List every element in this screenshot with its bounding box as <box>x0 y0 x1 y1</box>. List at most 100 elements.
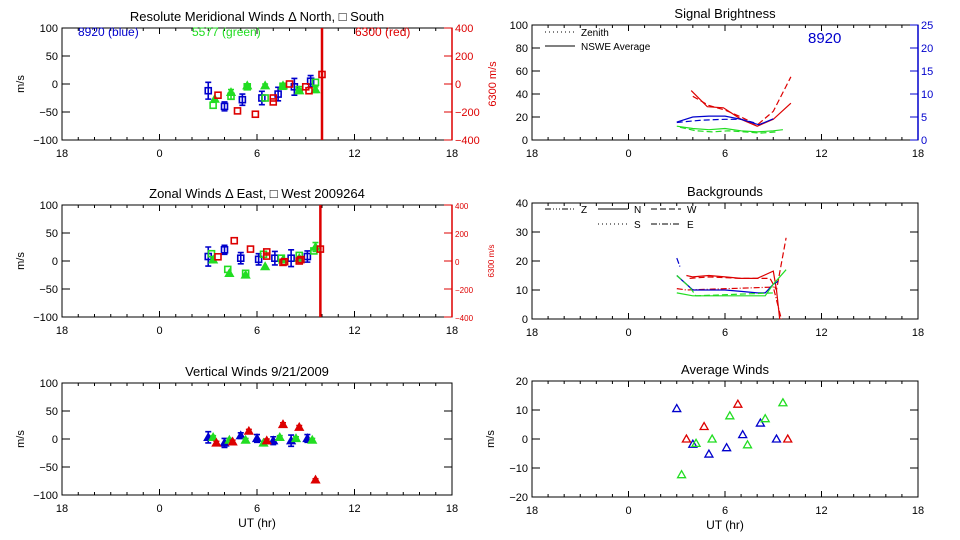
y-tick-label: 80 <box>516 43 528 55</box>
x-axis-label: UT (hr) <box>706 518 744 532</box>
error-bar <box>288 249 295 268</box>
data-point-triangle <box>240 434 251 444</box>
x-tick-label: 18 <box>526 505 538 517</box>
series-line <box>686 270 781 320</box>
right-y-tick-label: 25 <box>921 20 933 32</box>
x-tick-label: 12 <box>348 503 360 515</box>
data-point-square <box>238 95 247 104</box>
right-y-tick-label: 200 <box>455 230 469 239</box>
data-point-square <box>269 94 278 102</box>
y-tick-label: 0 <box>52 79 58 91</box>
data-point-triangle <box>307 434 318 444</box>
data-point-triangle <box>703 448 715 458</box>
right-axis-label: 6300 m/s <box>487 245 496 278</box>
data-point-square <box>261 94 269 102</box>
x-tick-label: 0 <box>156 325 162 337</box>
right-y-tick-label: −400 <box>455 314 474 323</box>
x-tick-label: 6 <box>722 505 728 517</box>
data-point-square <box>233 107 242 115</box>
data-point-square <box>254 255 263 264</box>
series-6300-NSWE <box>690 90 792 127</box>
chart-title: Vertical Winds 9/21/2009 <box>185 364 329 379</box>
legend-label-n: N <box>634 205 641 216</box>
data-point-square <box>297 255 305 264</box>
annotation-label: 5577 (green) <box>192 25 261 39</box>
series-5577-NSWE <box>676 125 783 133</box>
data-point-triangle <box>208 432 219 441</box>
x-tick-label: 0 <box>156 148 162 160</box>
data-point-triangle <box>251 433 263 443</box>
data-point-triangle <box>737 429 748 439</box>
y-axis-label: m/s <box>15 252 27 270</box>
data-point-square <box>305 86 313 95</box>
series-6300-zenith <box>692 76 792 126</box>
y-tick-label: −100 <box>33 490 58 502</box>
y-tick-label: 0 <box>522 314 528 326</box>
x-tick-label: 18 <box>446 148 458 160</box>
plot-frame <box>531 202 919 320</box>
y-tick-label: 0 <box>522 135 528 147</box>
plot-frame <box>61 27 453 141</box>
series-8920-zenith <box>676 118 758 124</box>
data-point-triangle <box>274 432 285 441</box>
legend-label-s: S <box>634 220 641 231</box>
y-tick-label: 50 <box>46 228 58 240</box>
data-point-triangle <box>687 438 698 448</box>
x-tick-label: 0 <box>625 148 631 160</box>
data-point-square <box>214 253 222 261</box>
x-tick-label: 18 <box>912 505 924 517</box>
y-tick-label: −50 <box>39 462 58 474</box>
annotation-label: 8920 (blue) <box>78 25 139 39</box>
x-tick-label: 12 <box>815 148 827 160</box>
y-tick-label: 100 <box>510 20 528 32</box>
x-tick-label: 18 <box>526 148 538 160</box>
x-tick-label: 18 <box>446 503 458 515</box>
series-6300-N <box>686 270 781 320</box>
y-axis-label: m/s <box>15 75 27 93</box>
right-y-tick-label: 20 <box>921 43 933 55</box>
y-tick-label: −10 <box>509 463 528 475</box>
x-tick-label: 0 <box>625 327 631 339</box>
data-point-square <box>230 236 239 245</box>
data-point-square <box>220 246 229 254</box>
data-point-triangle <box>243 425 254 435</box>
y-tick-label: 50 <box>46 406 58 418</box>
y-tick-label: 20 <box>516 256 528 268</box>
series-line <box>689 237 787 292</box>
data-point-triangle <box>742 439 753 449</box>
series-6300-E <box>676 286 782 320</box>
x-tick-label: 6 <box>254 325 260 337</box>
data-point-triangle <box>261 435 272 445</box>
data-point-triangle <box>777 397 789 407</box>
right-y-tick-label: 200 <box>455 51 473 63</box>
x-tick-label: 18 <box>446 325 458 337</box>
data-point-square <box>295 257 304 265</box>
legend-label-nswe-average: NSWE Average <box>581 42 651 53</box>
series-6300 <box>214 70 326 119</box>
series-6300 <box>211 419 321 484</box>
series-line <box>676 125 783 133</box>
chart-title: Signal Brightness <box>674 6 776 21</box>
series-line <box>676 275 774 297</box>
series-6300-W <box>689 237 787 292</box>
y-tick-label: 50 <box>46 51 58 63</box>
y-tick-label: 0 <box>522 434 528 446</box>
right-y-tick-label: 0 <box>455 258 460 267</box>
x-tick-label: 0 <box>625 505 631 517</box>
data-point-square <box>269 98 278 106</box>
x-tick-label: 12 <box>815 327 827 339</box>
data-point-triangle <box>782 433 793 443</box>
series-6300 <box>214 236 325 267</box>
right-y-tick-label: 15 <box>921 66 933 78</box>
y-tick-label: 40 <box>516 198 528 210</box>
data-point-triangle <box>676 469 687 479</box>
data-point-triangle <box>755 417 766 427</box>
series-8920 <box>671 403 782 458</box>
data-point-square <box>214 91 222 99</box>
right-axis-label: 6300 m/s <box>487 61 499 107</box>
x-tick-label: 12 <box>815 505 827 517</box>
y-tick-label: −50 <box>39 284 58 296</box>
